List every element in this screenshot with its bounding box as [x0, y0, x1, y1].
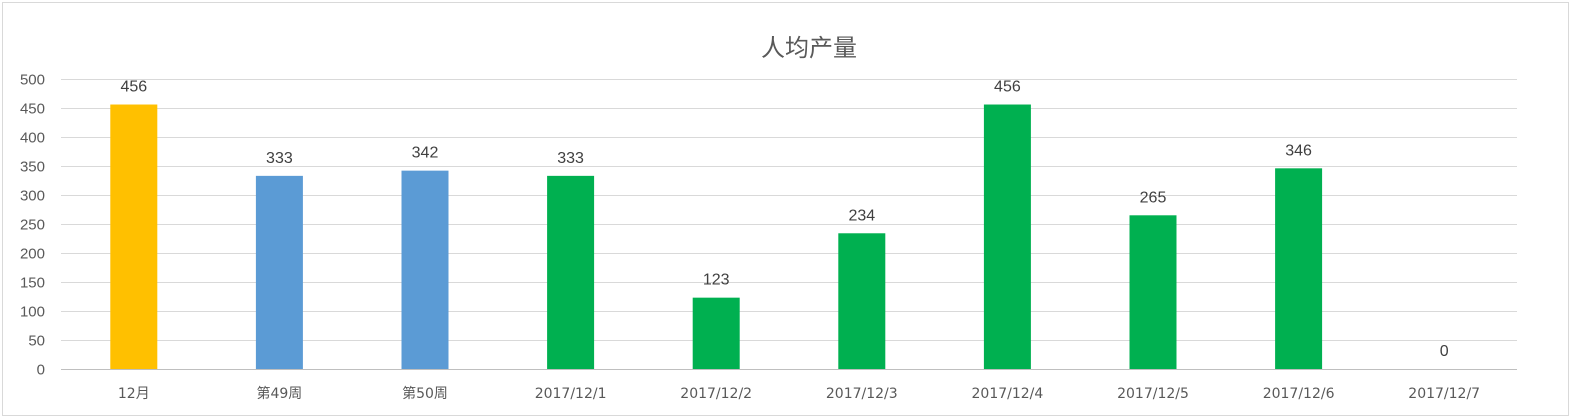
x-tick-label: 2017/12/5: [1117, 386, 1189, 402]
y-tick-label: 450: [20, 101, 45, 118]
data-labels: 456 333 342 333 123 234 456 265 346 0: [120, 79, 1448, 360]
x-tick-label: 第49周: [256, 385, 302, 402]
bar: [983, 104, 1031, 370]
bars: [110, 104, 1323, 370]
data-label: 346: [1285, 142, 1312, 159]
y-tick-label: 200: [20, 246, 45, 263]
y-tick-label: 250: [20, 217, 45, 234]
y-tick-label: 300: [20, 188, 45, 205]
data-label: 234: [848, 207, 875, 224]
x-tick-label: 2017/12/7: [1408, 386, 1480, 402]
y-tick-label: 400: [20, 130, 45, 147]
bar-chart: 人均产量 0 50 100 150 200 250 300 350 400 450 500 456 3…: [20, 34, 1517, 402]
bar: [1129, 215, 1177, 369]
bar: [838, 233, 886, 369]
gridlines: [61, 79, 1517, 370]
bar: [692, 297, 740, 369]
bar: [110, 104, 158, 370]
x-tick-label: 2017/12/1: [535, 386, 607, 402]
data-label: 456: [994, 79, 1021, 96]
y-tick-label: 350: [20, 159, 45, 176]
bar: [255, 175, 303, 369]
data-label: 265: [1140, 189, 1167, 206]
x-tick-label: 2017/12/6: [1263, 386, 1335, 402]
data-label: 0: [1440, 343, 1449, 360]
data-label: 333: [266, 150, 293, 167]
bar: [401, 170, 449, 369]
y-tick-label: 0: [37, 362, 45, 379]
y-tick-label: 150: [20, 275, 45, 292]
y-tick-label: 500: [20, 72, 45, 89]
bar: [1275, 168, 1323, 369]
x-axis-labels: 12月 第49周 第50周 2017/12/1 2017/12/2 2017/12/3 20…: [118, 385, 1480, 402]
y-tick-label: 50: [28, 333, 45, 350]
x-tick-label: 2017/12/4: [972, 386, 1044, 402]
data-label: 342: [412, 145, 439, 162]
chart-title: 人均产量: [761, 34, 857, 62]
bar: [547, 175, 595, 369]
y-axis-labels: 0 50 100 150 200 250 300 350 400 450 500: [20, 72, 45, 379]
x-tick-label: 12月: [118, 386, 150, 402]
data-label: 333: [557, 150, 584, 167]
y-tick-label: 100: [20, 304, 45, 321]
data-label: 456: [120, 79, 147, 96]
x-tick-label: 2017/12/3: [826, 386, 898, 402]
data-label: 123: [703, 272, 730, 289]
x-tick-label: 2017/12/2: [680, 386, 752, 402]
x-tick-label: 第50周: [402, 385, 448, 402]
